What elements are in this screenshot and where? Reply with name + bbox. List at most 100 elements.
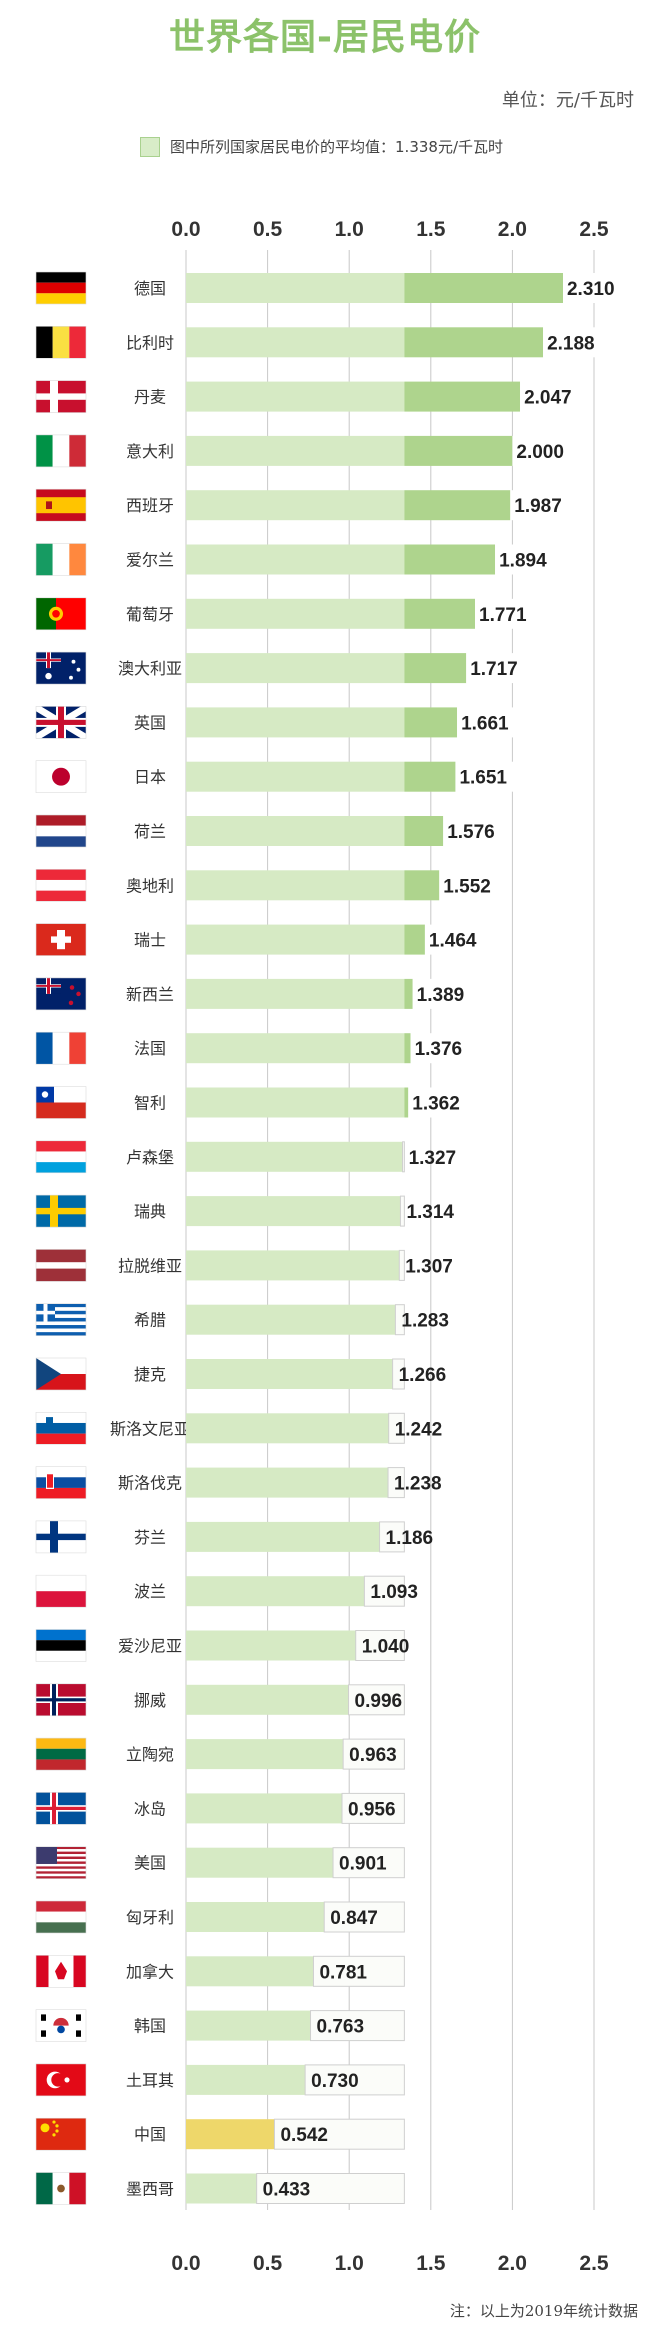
value-label-bg [520, 381, 587, 412]
bar [186, 1250, 400, 1281]
bar-average-part [186, 761, 405, 792]
bar [404, 490, 511, 521]
bar [186, 1304, 396, 1335]
bar-average-part [186, 490, 405, 521]
bar [186, 1413, 389, 1444]
country-label: 斯洛伐克 [118, 1474, 182, 1493]
value-label: 1.389 [417, 985, 465, 1006]
value-label-box [312, 1955, 405, 1987]
czech-flag-icon [35, 1357, 87, 1391]
country-label: 爱沙尼亚 [118, 1637, 182, 1656]
bar [404, 924, 425, 955]
bar-average-part [186, 598, 405, 629]
value-label-box [341, 1792, 405, 1824]
bar [186, 1359, 393, 1389]
netherlands-flag-icon [35, 814, 87, 848]
value-label: 0.781 [319, 1962, 367, 1983]
bar [404, 544, 496, 575]
bar [404, 707, 458, 738]
value-label: 0.956 [348, 1799, 396, 1820]
bar-average-part [186, 1033, 405, 1064]
portugal-flag-icon [35, 597, 87, 631]
bar-average-part [186, 707, 405, 738]
germany-flag-icon [35, 271, 87, 305]
bar-average-part [186, 273, 405, 303]
country-label: 意大利 [126, 442, 174, 461]
luxembourg-flag-icon [35, 1140, 87, 1174]
value-label: 1.661 [461, 713, 509, 734]
value-label: 1.040 [362, 1637, 410, 1658]
value-label: 1.894 [499, 551, 547, 572]
value-label-bg [510, 490, 577, 521]
bar [186, 1956, 314, 1987]
country-label: 英国 [134, 713, 166, 732]
x-tick-label-top: 2.0 [498, 218, 527, 241]
value-label-bg [408, 1087, 475, 1118]
value-label: 1.717 [470, 659, 518, 680]
value-label-box [394, 1304, 405, 1336]
bar [404, 870, 440, 901]
value-label-box [363, 1575, 405, 1607]
bar [186, 1630, 356, 1661]
value-label-box [392, 1358, 405, 1390]
x-tick-label-top: 0.0 [171, 218, 200, 241]
value-label-box [273, 2118, 405, 2150]
usa-flag-icon [35, 1846, 87, 1879]
footnote: 注：以上为2019年统计数据 [449, 2302, 638, 2320]
x-tick-label-bottom: 1.0 [335, 2252, 364, 2275]
uk-flag-icon [35, 706, 87, 739]
country-label: 卢森堡 [126, 1148, 174, 1167]
value-label: 1.314 [406, 1202, 454, 1223]
country-label: 韩国 [134, 2017, 166, 2036]
value-label: 1.186 [386, 1528, 434, 1549]
value-label-bg [562, 273, 629, 303]
value-label: 1.376 [415, 1039, 463, 1060]
legend-swatch [140, 136, 160, 157]
value-label: 1.093 [370, 1582, 418, 1603]
korea-flag-icon [35, 2009, 87, 2042]
bar [404, 273, 563, 303]
bar [186, 1196, 401, 1227]
x-tick-label-top: 0.5 [253, 218, 283, 241]
value-label-box [379, 1521, 405, 1553]
value-label: 2.310 [567, 279, 615, 300]
bar-average-part [186, 653, 405, 684]
bar [404, 1033, 411, 1064]
value-label-box [355, 1630, 405, 1661]
country-label: 加拿大 [126, 1962, 174, 1981]
value-label: 1.987 [514, 496, 562, 517]
bar-average-part [186, 924, 405, 955]
value-label-box [332, 1847, 405, 1879]
value-label-box [256, 2173, 405, 2204]
country-label: 德国 [134, 279, 166, 298]
bar [404, 598, 476, 629]
legend-text: 图中所列国家居民电价的平均值：1.338元/千瓦时 [170, 138, 503, 156]
value-label-bg [495, 544, 562, 575]
value-label-bg [512, 435, 579, 466]
value-label: 1.464 [429, 931, 477, 952]
bar [186, 1739, 344, 1770]
italy-flag-icon [35, 434, 87, 468]
country-label: 日本 [134, 768, 166, 787]
australia-flag-icon [35, 651, 87, 685]
value-label: 1.283 [401, 1311, 449, 1332]
x-tick-label-top: 2.5 [579, 218, 609, 241]
value-label-bg [424, 924, 491, 955]
value-label: 1.771 [479, 605, 527, 626]
value-label: 0.542 [280, 2125, 328, 2146]
bar [186, 1576, 365, 1607]
x-tick-label-bottom: 2.0 [498, 2252, 527, 2275]
canada-flag-icon [35, 1955, 87, 1988]
country-label: 捷克 [134, 1365, 166, 1384]
value-label: 1.266 [399, 1365, 447, 1386]
ireland-flag-icon [35, 543, 87, 576]
bar [404, 1087, 409, 1118]
country-label: 匈牙利 [126, 1908, 174, 1927]
country-label: 希腊 [134, 1311, 166, 1330]
china-flag-icon [35, 2117, 87, 2151]
country-label: 奥地利 [126, 876, 174, 895]
denmark-flag-icon [35, 380, 87, 413]
value-label: 1.242 [395, 1419, 443, 1440]
value-label-bg [457, 707, 524, 738]
